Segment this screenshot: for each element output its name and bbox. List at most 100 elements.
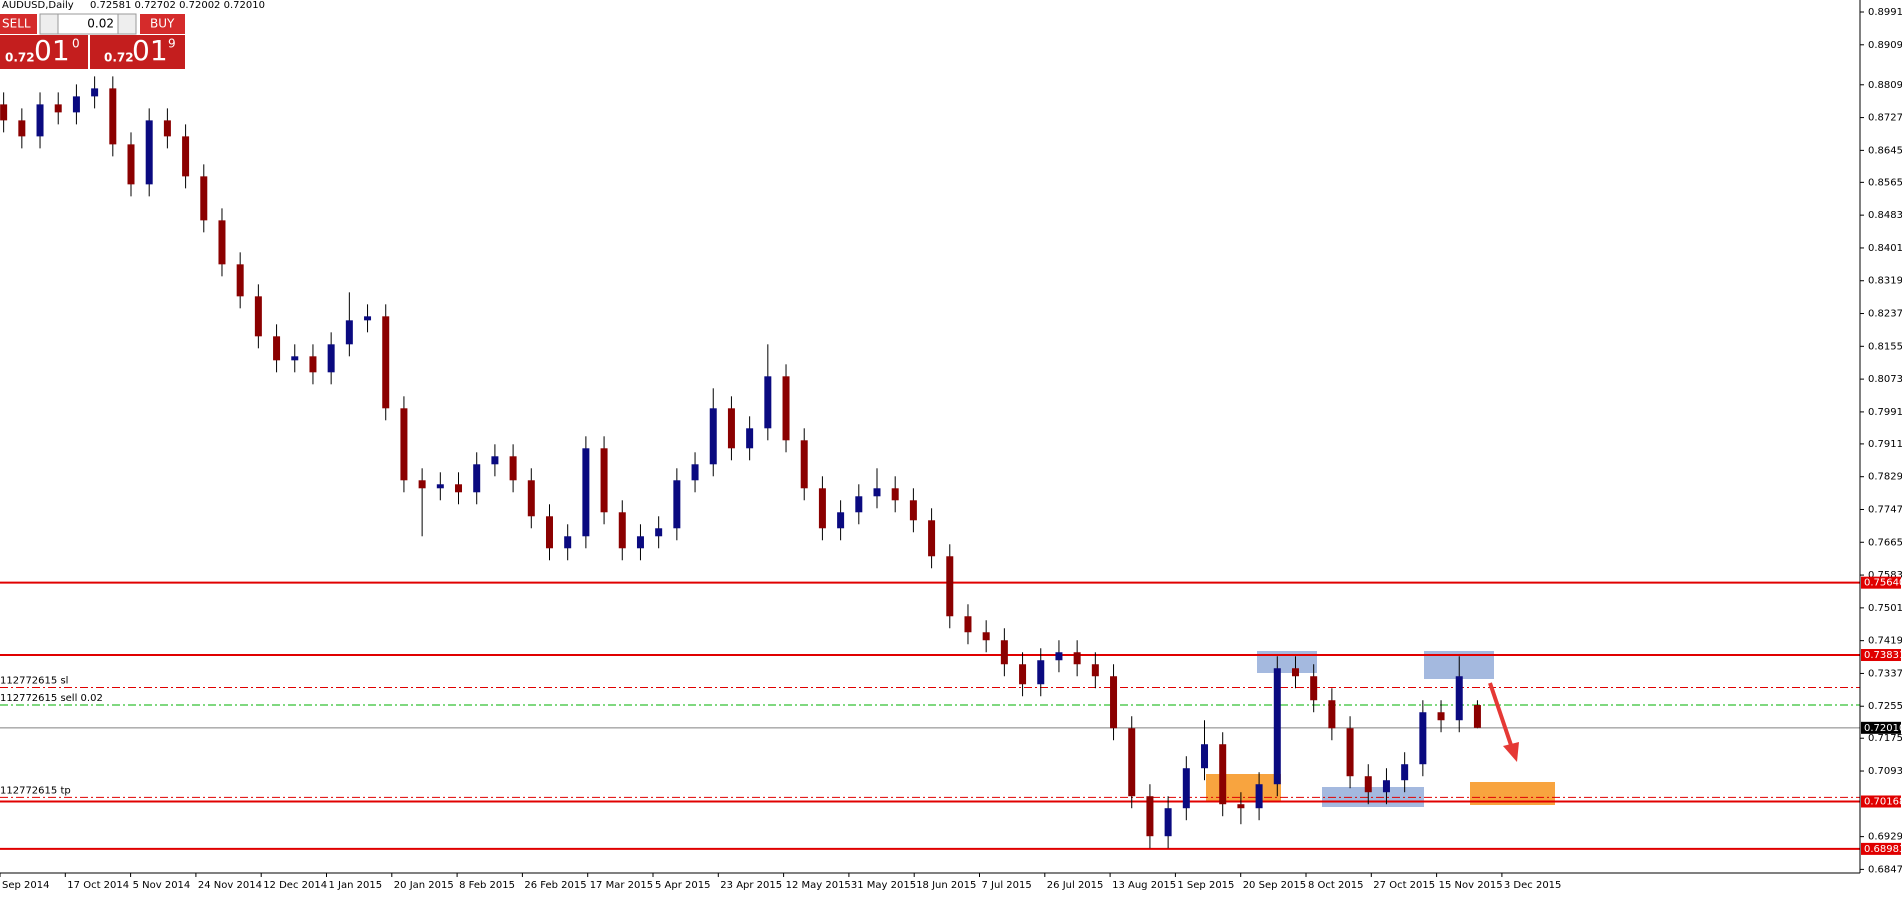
sell-button[interactable] <box>0 14 37 34</box>
x-tick-label: 31 May 2015 <box>851 880 916 891</box>
buy-button[interactable] <box>140 14 185 34</box>
x-tick-label: 8 Feb 2015 <box>459 880 515 891</box>
buy-frac: 9 <box>168 37 176 51</box>
buy-price-box[interactable] <box>90 35 185 69</box>
price-tag <box>1861 649 1901 662</box>
lots-down[interactable] <box>39 13 59 35</box>
x-tick-label: 20 Sep 2015 <box>1243 880 1306 891</box>
candle-body <box>218 220 226 265</box>
order-label: 112772615 sl <box>0 675 68 686</box>
candle-body <box>1419 712 1427 765</box>
candle-body <box>1128 728 1136 797</box>
x-tick-label: 12 Dec 2014 <box>263 880 327 891</box>
candle-body <box>891 488 899 501</box>
candle-body <box>1401 764 1409 781</box>
candle-body <box>837 512 845 529</box>
sell-label: SELL <box>2 17 31 31</box>
candle-body <box>91 88 99 97</box>
candle-body <box>455 484 463 493</box>
candle-body <box>273 336 281 361</box>
candle-body <box>127 144 135 185</box>
sell-big: 0.72 <box>5 51 35 65</box>
candle-body <box>418 480 426 489</box>
candle-body <box>582 448 590 537</box>
price-tag <box>1861 576 1901 589</box>
candle-body <box>873 488 881 497</box>
candle-body <box>345 320 353 345</box>
candle-body <box>54 104 62 113</box>
candle-body <box>909 500 917 521</box>
candle-body <box>727 408 735 449</box>
sell-frac: 0 <box>72 37 80 51</box>
price-tag-label: 0.72010 <box>1864 723 1902 734</box>
candle-body <box>800 440 808 489</box>
price-tag-label: 0.70168 <box>1864 796 1902 807</box>
buy-pips: 01 <box>132 34 168 67</box>
symbol: AUDUSD,Daily <box>2 0 74 11</box>
candle-body <box>291 356 299 361</box>
x-tick-label: Sep 2014 <box>2 880 49 891</box>
x-tick-label: 26 Jul 2015 <box>1047 880 1104 891</box>
candle-body <box>782 376 790 441</box>
candle-body <box>1055 652 1063 661</box>
sell-pips: 01 <box>34 34 70 67</box>
candle-body <box>1437 712 1445 721</box>
candle-body <box>655 528 663 537</box>
candle-body <box>1037 660 1045 685</box>
candle-body <box>1291 668 1299 677</box>
x-tick-label: 5 Nov 2014 <box>133 880 191 891</box>
lots: 0.02 <box>87 17 114 31</box>
x-tick-label: 5 Apr 2015 <box>655 880 710 891</box>
quote: 0.72581 0.72702 0.72002 0.72010 <box>90 0 265 11</box>
candle-body <box>1328 700 1336 729</box>
candle-body <box>18 120 26 137</box>
candle-body <box>72 96 80 113</box>
candle-body <box>236 264 244 297</box>
x-tick-label: 20 Jan 2015 <box>394 880 454 891</box>
candle-body <box>254 296 262 337</box>
candle-body <box>1110 676 1118 729</box>
candle-body <box>1000 640 1008 665</box>
lots-up[interactable] <box>117 13 137 35</box>
candle-body <box>1201 744 1209 769</box>
candle-body <box>1455 676 1463 721</box>
x-tick-label: 27 Oct 2015 <box>1373 880 1435 891</box>
candle-body <box>691 464 699 481</box>
candle-body <box>1473 705 1481 728</box>
candle-body <box>618 512 626 549</box>
x-tick-label: 15 Nov 2015 <box>1439 880 1503 891</box>
x-tick-label: 26 Feb 2015 <box>524 880 586 891</box>
candle-body <box>818 488 826 529</box>
candle-body <box>400 408 408 481</box>
x-tick-label: 17 Oct 2014 <box>67 880 129 891</box>
candle-body <box>709 408 717 465</box>
sell-price-box[interactable] <box>0 35 88 69</box>
x-tick-label: 1 Sep 2015 <box>1177 880 1234 891</box>
candle-body <box>1219 744 1227 805</box>
x-tick-label: 23 Apr 2015 <box>720 880 782 891</box>
price-tag-label: 0.68983 <box>1864 844 1902 855</box>
candle-body <box>1164 808 1172 837</box>
x-tick-label: 13 Aug 2015 <box>1112 880 1176 891</box>
x-tick-label: 24 Nov 2014 <box>198 880 262 891</box>
price-tag-label: 0.73831 <box>1864 650 1902 661</box>
candle-body <box>982 632 990 641</box>
candle-body <box>364 316 372 321</box>
candle-body <box>1310 676 1318 701</box>
candle-body <box>163 120 171 137</box>
price-tag <box>1861 721 1901 734</box>
candle-body <box>946 556 954 617</box>
